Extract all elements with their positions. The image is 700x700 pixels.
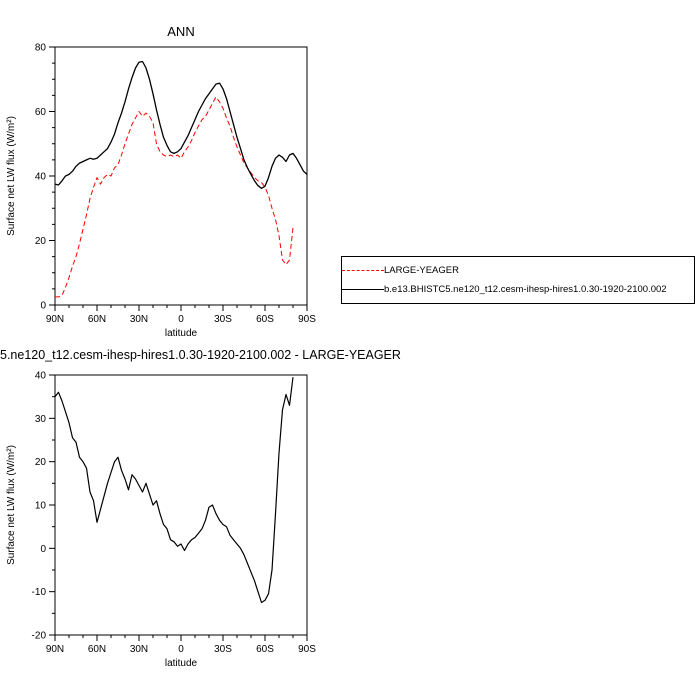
x-tick-label: 90S [298, 644, 316, 655]
top-chart: 90N 60N 30N 0 30S 60S 90S latitude 0 20 40 60 80 Surf… [6, 43, 316, 340]
y-tick-label: 0 [40, 544, 46, 555]
y-axis-label: Surface net LW flux (W/m²) [6, 445, 17, 565]
x-tick-label: 30N [130, 644, 148, 655]
y-tick-label: 20 [35, 457, 47, 468]
bottom-chart: 90N 60N 30N 0 30S 60S 90S latitude -20 -10 0 10 20 30… [6, 371, 316, 670]
y-tick-label: 20 [35, 236, 47, 247]
x-axis-label: latitude [165, 658, 198, 669]
x-tick-label: 60S [256, 644, 274, 655]
y-axis-label: Surface net LW flux (W/m²) [6, 116, 17, 236]
series-line-b-e13-bhistc5-ne120-t12-cesm-ihesp-hires [54, 60, 308, 189]
y-tick-label: -20 [32, 631, 47, 642]
x-tick-label: 30N [130, 314, 148, 325]
series-line-difference [54, 377, 294, 604]
y-tick-label: 40 [35, 172, 47, 183]
y-axis: -20 -10 0 10 20 30 40 Surface net LW flux (W/m²… [6, 371, 55, 642]
x-tick-label: 90S [298, 314, 316, 325]
bottom-chart-title: 5.ne120_t12.cesm-ihesp-hires1.0.30-1920-… [0, 348, 401, 362]
red-dashed-line-sample [342, 270, 384, 271]
x-tick-label: 30S [214, 644, 232, 655]
x-tick-label: 0 [178, 644, 184, 655]
series-line-large-yeager [55, 96, 294, 298]
top-chart-title: ANN [167, 24, 195, 39]
x-axis: 90N 60N 30N 0 30S 60S 90S latitude [46, 635, 316, 669]
legend-label: b.e13.BHISTC5.ne120_t12.cesm-ihesp-hires… [384, 284, 667, 295]
y-tick-label: -10 [32, 587, 47, 598]
x-tick-label: 0 [178, 314, 184, 325]
x-axis-label: latitude [165, 328, 198, 339]
y-tick-label: 80 [35, 43, 47, 54]
x-tick-label: 60S [256, 314, 274, 325]
plot-frame [54, 374, 308, 636]
y-tick-label: 10 [35, 501, 47, 512]
y-tick-label: 30 [35, 414, 47, 425]
legend: LARGE-YEAGER b.e13.BHISTC5.ne120_t12.ces… [341, 256, 695, 304]
y-axis: 0 20 40 60 80 Surface net LW flux (W/m²) [6, 43, 55, 312]
x-tick-label: 60N [88, 644, 106, 655]
x-tick-label: 90N [46, 314, 64, 325]
y-tick-label: 40 [35, 371, 47, 382]
x-axis: 90N 60N 30N 0 30S 60S 90S latitude [46, 305, 316, 339]
legend-label: LARGE-YEAGER [384, 265, 459, 276]
legend-entry-large-yeager: LARGE-YEAGER [342, 261, 694, 280]
x-tick-label: 30S [214, 314, 232, 325]
y-tick-label: 60 [35, 107, 47, 118]
legend-entry-model-run: b.e13.BHISTC5.ne120_t12.cesm-ihesp-hires… [342, 280, 694, 299]
black-solid-line-sample [342, 289, 384, 290]
x-tick-label: 60N [88, 314, 106, 325]
x-tick-label: 90N [46, 644, 64, 655]
y-tick-label: 0 [40, 301, 46, 312]
